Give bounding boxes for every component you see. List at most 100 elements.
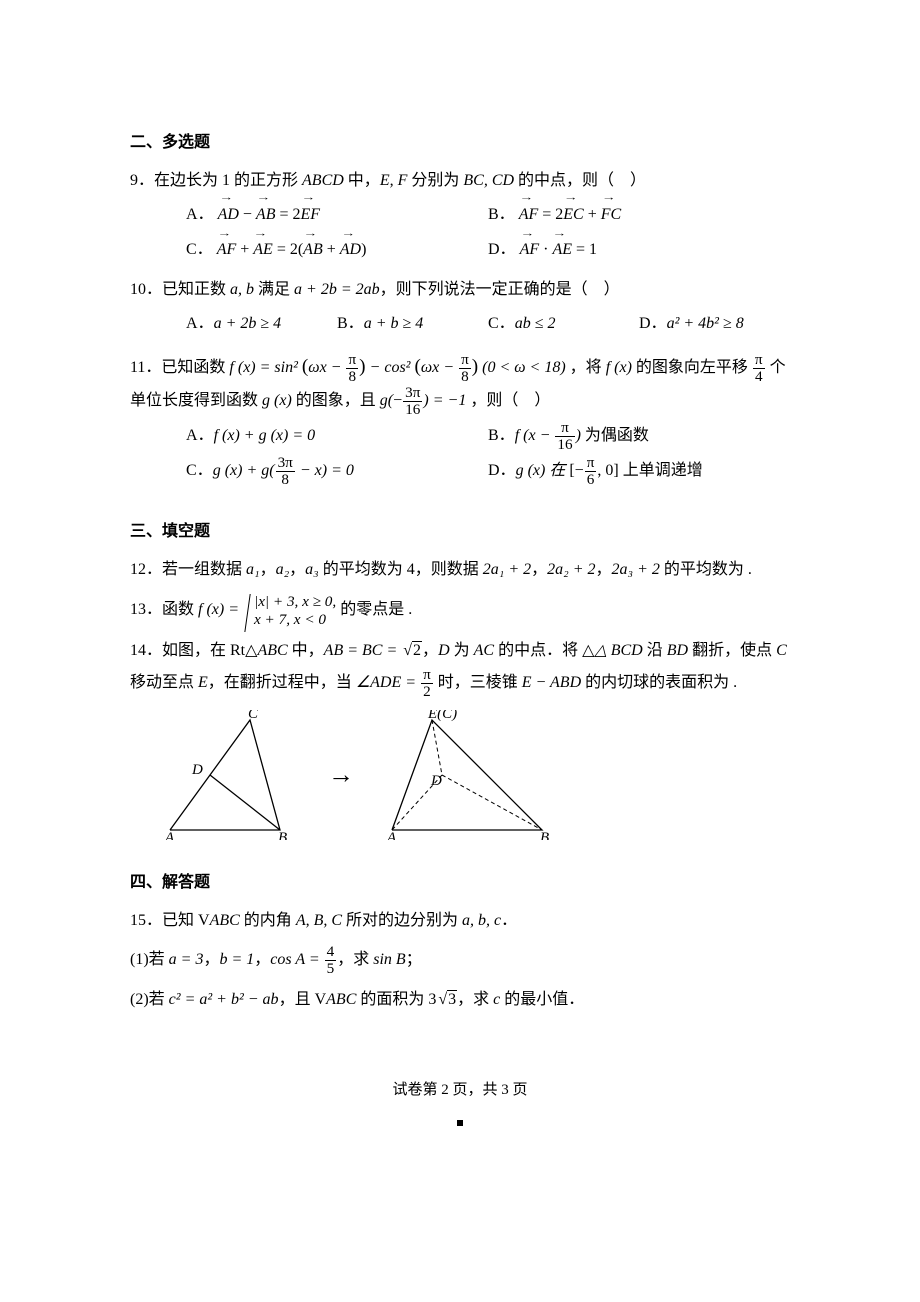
- document-page: 二、多选题 9．在边长为 1 的正方形 ABCD 中，E, F 分别为 BC, …: [0, 0, 920, 1197]
- text: 中，: [344, 172, 380, 189]
- text: V: [198, 912, 210, 929]
- text: 中，: [288, 642, 324, 659]
- text: V: [315, 991, 327, 1008]
- vector: AE: [552, 232, 572, 267]
- expr: E − ABD: [522, 674, 581, 691]
- den: 16: [403, 401, 422, 418]
- expr: E: [198, 674, 208, 691]
- op: ): [361, 241, 366, 258]
- q11-opt-c: C．g (x) + g(3π8 − x) = 0: [186, 453, 488, 488]
- text: 为: [450, 642, 474, 659]
- text: (2)若: [130, 991, 169, 1008]
- expr: A, B, C: [296, 912, 342, 929]
- label-e: E(C): [427, 710, 457, 722]
- label: A．: [186, 427, 214, 444]
- question-15: 15．已知 VABC 的内角 A, B, C 所对的边分别为 a, b, c．: [130, 906, 790, 936]
- expr: ab ≤ 2: [515, 315, 556, 332]
- den: 5: [325, 960, 337, 977]
- den: 8: [276, 471, 295, 488]
- num: 3π: [276, 455, 295, 471]
- text: 的平均数为 4，则数据: [319, 561, 483, 578]
- op: −: [239, 206, 256, 223]
- expr: ωx −: [308, 359, 345, 376]
- op: −: [393, 392, 402, 409]
- figure-left: A B C D: [160, 710, 300, 840]
- expr: f (: [515, 427, 529, 444]
- text: 的最小值．: [500, 991, 584, 1008]
- label: D．: [488, 241, 516, 258]
- op: = 1: [572, 241, 597, 258]
- label: A．: [186, 206, 214, 223]
- label: B．: [337, 315, 364, 332]
- vector: AF: [217, 232, 237, 267]
- expr: f (x) + g (x) = 0: [214, 427, 316, 444]
- expr: (0 < ω < 18): [482, 359, 566, 376]
- text: (1)若: [130, 951, 169, 968]
- text: 为偶函数: [581, 427, 649, 444]
- text: ，: [203, 951, 219, 968]
- op: ·: [539, 241, 552, 258]
- q10-options: A．a + 2b ≥ 4 B．a + b ≥ 4 C．ab ≤ 2 D．a² +…: [130, 306, 790, 341]
- den: 8: [346, 368, 358, 385]
- num: 4: [325, 944, 337, 960]
- text: 的平均数为 .: [660, 561, 752, 578]
- text: 15．已知: [130, 912, 198, 929]
- op: +: [236, 241, 253, 258]
- paren: ): [359, 356, 365, 377]
- text: ；: [406, 951, 422, 968]
- section-fill-title: 三、填空题: [130, 517, 790, 547]
- expr: C: [776, 642, 787, 659]
- vector: AB: [303, 232, 323, 267]
- op: = 2: [275, 206, 300, 223]
- expr: − x) = 0: [296, 462, 354, 479]
- expr: sin B: [373, 951, 405, 968]
- arrow-icon: →: [328, 750, 354, 799]
- text: ，则下列说法一定正确的是（ ）: [380, 281, 620, 298]
- piecewise: |x| + 3, x ≥ 0, x + 7, x < 0: [254, 593, 336, 628]
- figure-14: A B C D → A B E(C) D: [130, 710, 790, 840]
- expr: a + 2b ≥ 4: [214, 315, 282, 332]
- expr: 2a₃ + 2: [612, 561, 660, 578]
- question-10: 10．已知正数 a, b 满足 a + 2b = 2ab，则下列说法一定正确的是…: [130, 275, 790, 341]
- expr: ABC: [257, 642, 287, 659]
- question-12: 12．若一组数据 a₁，a₂，a₃ 的平均数为 4，则数据 2a₁ + 2，2a…: [130, 555, 790, 585]
- expr: g(: [380, 392, 393, 409]
- expr: ) = −1: [423, 392, 466, 409]
- text: ，: [531, 561, 547, 578]
- text: 的零点是 .: [340, 601, 412, 618]
- op: +: [584, 206, 601, 223]
- text: 个: [766, 359, 786, 376]
- triangle-icon: △: [245, 642, 257, 659]
- text: ，求: [337, 951, 373, 968]
- text: 的中点，则（ ）: [514, 172, 646, 189]
- text: ，: [289, 561, 305, 578]
- frac-pi8: π8: [346, 352, 358, 385]
- text: 所对的边分别为: [342, 912, 462, 929]
- num: π: [753, 352, 765, 368]
- section-multi-title: 二、多选题: [130, 128, 790, 158]
- q9-opt-c: C． AF + AE = 2(AB + AD): [186, 232, 488, 267]
- page-footer: 试卷第 2 页，共 3 页: [130, 1076, 790, 1137]
- frac-pi2: π2: [421, 667, 433, 700]
- text: ，: [260, 561, 276, 578]
- frac-pi4: π4: [753, 352, 765, 385]
- brace-icon: [244, 594, 250, 632]
- expr: 2a₁ + 2: [483, 561, 531, 578]
- paren: ): [472, 356, 478, 377]
- label-c: C: [248, 710, 259, 722]
- text: ，则（ ）: [470, 392, 550, 409]
- q11-options: A．f (x) + g (x) = 0 B．f (x − π16) 为偶函数 C…: [130, 418, 790, 488]
- text: ，求: [457, 991, 493, 1008]
- text: 的内角: [240, 912, 296, 929]
- vector: AD: [340, 232, 361, 267]
- text: ．: [501, 912, 517, 929]
- frac-3pi16: 3π16: [403, 385, 422, 418]
- vector: AE: [253, 232, 273, 267]
- text: 的内切球的表面积为 .: [581, 674, 737, 691]
- text: 时，三棱锥: [434, 674, 522, 691]
- label: D．: [639, 315, 667, 332]
- op: = 2(: [273, 241, 303, 258]
- text: 9．在边长为 1 的正方形: [130, 172, 302, 189]
- question-9: 9．在边长为 1 的正方形 ABCD 中，E, F 分别为 BC, CD 的中点…: [130, 166, 790, 267]
- expr: a, b, c: [462, 912, 501, 929]
